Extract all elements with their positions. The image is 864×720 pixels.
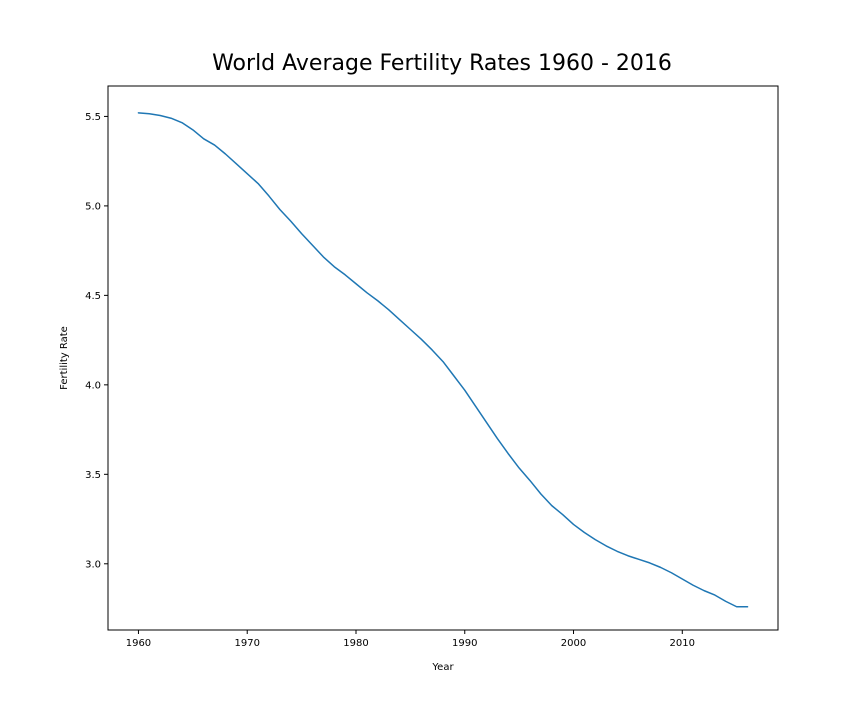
series-group bbox=[137, 112, 749, 608]
y-axis: 3.0 3.5 4.0 4.5 5.0 5.5 bbox=[85, 112, 108, 570]
x-tick-label: 2010 bbox=[670, 638, 695, 649]
x-tick-label: 1980 bbox=[343, 638, 368, 649]
y-tick-label: 5.0 bbox=[85, 201, 101, 212]
x-tick-label: 1960 bbox=[126, 638, 151, 649]
y-tick-label: 4.0 bbox=[85, 380, 101, 391]
series-line bbox=[137, 112, 749, 608]
plot-area: 1960 1970 1980 1990 2000 2010 3.0 3.5 4.0 4.5 5.0… bbox=[85, 85, 779, 649]
x-tick-label: 1990 bbox=[452, 638, 477, 649]
y-tick-label: 3.0 bbox=[85, 559, 101, 570]
y-tick-label: 5.5 bbox=[85, 112, 101, 123]
x-tick-label: 1970 bbox=[234, 638, 259, 649]
y-tick-label: 4.5 bbox=[85, 291, 101, 302]
chart-title: World Average Fertility Rates 1960 - 201… bbox=[212, 51, 672, 76]
x-axis: 1960 1970 1980 1990 2000 2010 bbox=[126, 630, 695, 649]
y-axis-label: Fertility Rate bbox=[59, 326, 70, 390]
x-tick-label: 2000 bbox=[561, 638, 586, 649]
y-tick-label: 3.5 bbox=[85, 470, 101, 481]
plot-frame bbox=[107, 85, 779, 631]
x-axis-label: Year bbox=[431, 662, 454, 673]
